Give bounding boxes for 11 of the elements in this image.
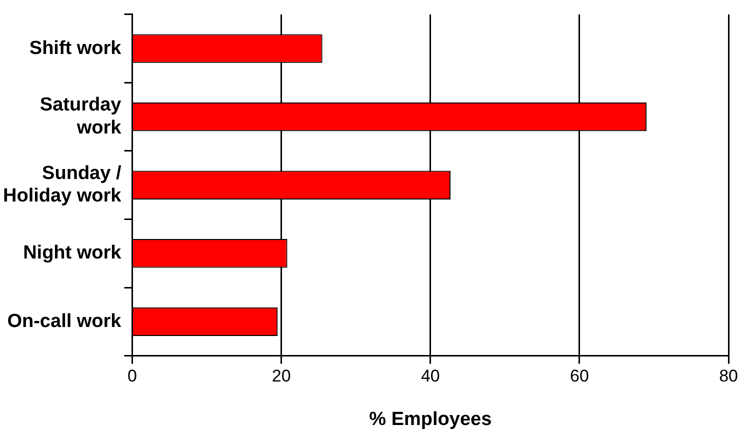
x-tick-label: 80 [719, 366, 738, 386]
y-tick-label: Night work [23, 242, 122, 264]
y-tick-label: Saturday work [40, 94, 122, 138]
x-tick-label: 40 [420, 366, 440, 386]
x-tick-label: 20 [272, 366, 291, 386]
x-tick-label: 0 [128, 366, 137, 386]
x-axis-title: % Employees [369, 408, 492, 430]
y-tick-label: On-call work [7, 310, 122, 332]
x-tick-label: 60 [570, 366, 589, 386]
y-tick-label: Sunday / Holiday work [3, 162, 122, 207]
y-tick-label: Shift work [29, 38, 122, 59]
